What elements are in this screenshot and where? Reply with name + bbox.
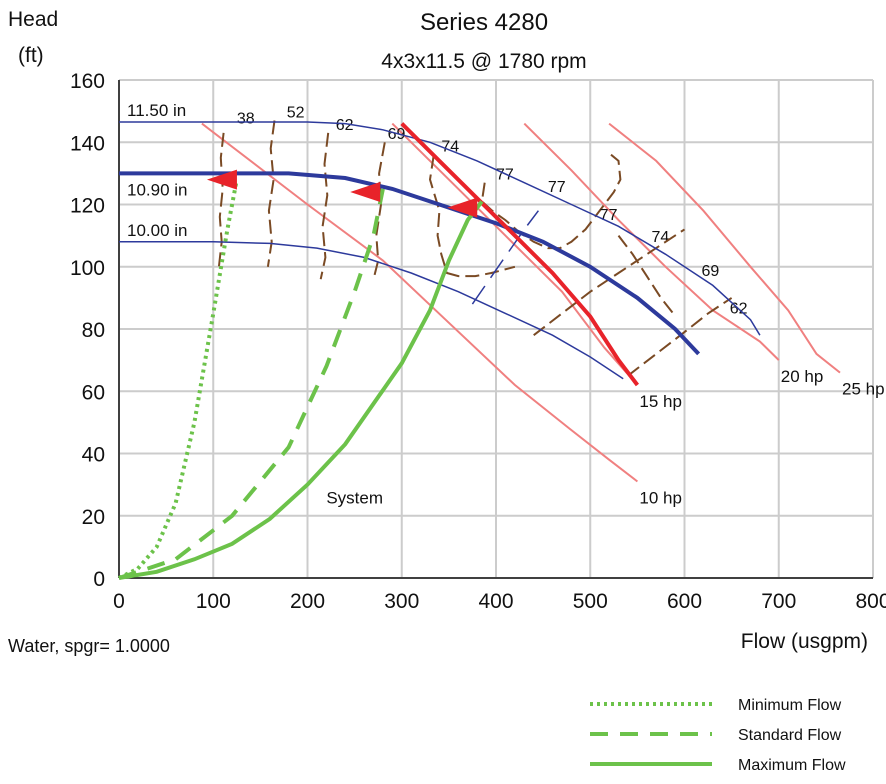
operating-point-marker (350, 182, 381, 203)
plot-area: 0 100 200 300 400 500 600 700 800 0 20 40 60 80 100 120… (70, 70, 886, 613)
x-tick-label: 800 (855, 590, 886, 613)
horsepower-curve (201, 122, 639, 483)
y-tick-label: 60 (82, 381, 105, 404)
legend-label: Minimum Flow (738, 697, 842, 714)
efficiency-label: 77 (548, 179, 566, 196)
impeller-label: 10.90 in (127, 180, 188, 199)
horsepower-curve (391, 122, 639, 386)
efficiency-contour (617, 234, 674, 315)
impeller-curve (119, 241, 624, 380)
max-operating-line (400, 122, 639, 387)
legend: Minimum Flow Standard Flow Maximum Flow (590, 697, 846, 774)
efficiency-label: 62 (336, 117, 354, 134)
operating-point-marker (206, 169, 237, 190)
system-curve (118, 200, 484, 580)
x-tick-label: 0 (113, 590, 125, 613)
y-tick-label: 40 (82, 444, 105, 467)
x-tick-label: 200 (290, 590, 325, 613)
efficiency-label: 77 (496, 167, 514, 184)
efficiency-contour (217, 132, 225, 267)
horsepower-curve (523, 122, 780, 361)
y-axis-title-line2: (ft) (18, 44, 44, 67)
efficiency-label: 74 (652, 229, 670, 246)
efficiency-label: 52 (287, 104, 305, 121)
horsepower-label: 25 hp (842, 380, 885, 399)
y-axis-title-line1: Head (8, 8, 58, 31)
y-tick-label: 80 (82, 319, 105, 342)
efficiency-contour (480, 153, 622, 250)
y-tick-label: 100 (70, 257, 105, 280)
x-axis-title: Flow (usgpm) (741, 630, 868, 653)
legend-label: Maximum Flow (738, 757, 846, 774)
horsepower-label: 15 hp (639, 392, 682, 411)
fluid-note: Water, spgr= 1.0000 (8, 636, 170, 656)
chart-title: Series 4280 (420, 9, 548, 36)
x-tick-label: 100 (196, 590, 231, 613)
efficiency-contour (372, 142, 386, 280)
horsepower-label: 20 hp (781, 367, 824, 386)
x-tick-label: 400 (478, 590, 513, 613)
y-tick-label: 120 (70, 195, 105, 218)
efficiency-label: 69 (701, 263, 719, 280)
efficiency-contour (428, 154, 516, 278)
x-tick-label: 300 (384, 590, 419, 613)
x-tick-label: 500 (573, 590, 608, 613)
efficiency-contour (319, 132, 330, 280)
efficiency-label: 38 (237, 111, 255, 128)
x-tick-label: 700 (761, 590, 796, 613)
system-label: System (326, 488, 383, 507)
y-tick-label: 140 (70, 132, 105, 155)
efficiency-label: 69 (388, 126, 406, 143)
impeller-label: 11.50 in (127, 101, 186, 120)
system-curve (118, 188, 385, 580)
efficiency-contour (627, 297, 733, 377)
y-tick-label: 0 (93, 568, 105, 591)
horsepower-label: 10 hp (639, 489, 682, 508)
chart-subtitle: 4x3x11.5 @ 1780 rpm (381, 50, 586, 73)
y-tick-label: 20 (82, 506, 105, 529)
impeller-curve (119, 171, 701, 356)
impeller-curve (119, 121, 761, 336)
legend-label: Standard Flow (738, 727, 842, 744)
horsepower-curve (608, 122, 841, 374)
best-efficiency-line (471, 210, 539, 305)
x-tick-label: 600 (667, 590, 702, 613)
y-tick-label: 160 (70, 70, 105, 93)
impeller-label: 10.00 in (127, 221, 188, 240)
efficiency-contour (533, 228, 686, 336)
efficiency-contour (266, 120, 276, 267)
operating-point-marker (447, 197, 478, 218)
